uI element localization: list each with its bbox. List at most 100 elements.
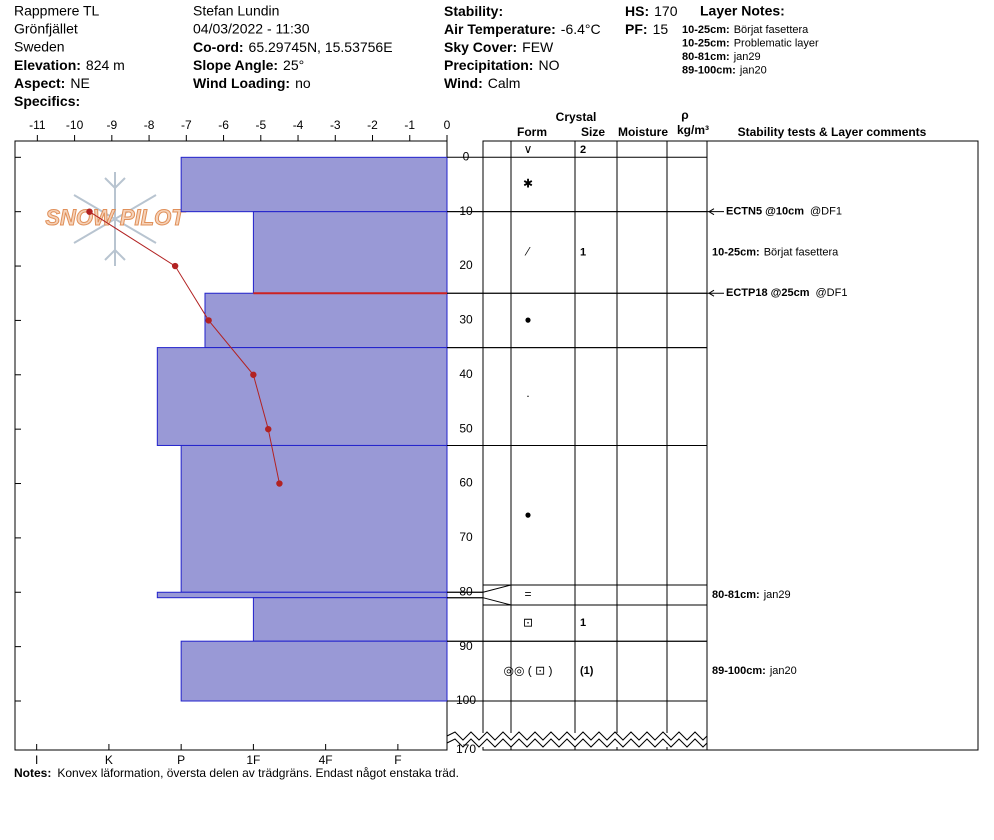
surface-form: ∨ xyxy=(524,142,533,156)
field-label: PF: xyxy=(625,21,648,37)
temp-tick-label: -11 xyxy=(29,118,46,132)
field-value: Calm xyxy=(488,75,521,91)
hardness-tick-label: 1F xyxy=(246,753,260,767)
row-connector xyxy=(482,584,512,593)
logo-line xyxy=(104,177,126,190)
field: Stability: xyxy=(444,3,503,19)
depth-tick-label: 80 xyxy=(459,584,473,598)
field-value: 25° xyxy=(283,57,304,73)
hardness-bar xyxy=(252,597,448,642)
comment-text: jan20 xyxy=(769,665,797,677)
temperature-point xyxy=(86,208,93,215)
temperature-point xyxy=(250,371,257,378)
temp-tick-label: -4 xyxy=(293,118,304,132)
break-line xyxy=(446,738,708,748)
stability-test: ECTN5 @10cm @DF1 xyxy=(726,206,842,218)
crystal-size: (1) xyxy=(580,665,594,677)
temperature-point xyxy=(276,480,283,487)
comment-text: Börjat fasettera xyxy=(764,246,839,258)
depth-tick-label: 10 xyxy=(459,204,473,218)
layer-note: 10-25cm: Problematic layer xyxy=(682,37,819,49)
crystal-form: = xyxy=(524,587,531,601)
temp-tick-label: -10 xyxy=(66,118,84,132)
comment-range: 89-100cm: xyxy=(712,665,766,677)
layer-note-range: 80-81cm: xyxy=(682,51,730,63)
temp-tick-label: -7 xyxy=(181,118,192,132)
logo-line xyxy=(73,194,157,244)
temp-tick-label: -6 xyxy=(218,118,229,132)
field-value: FEW xyxy=(522,39,554,55)
crystal-form: ✱ xyxy=(523,177,533,191)
field: Air Temperature: -6.4°C xyxy=(444,21,601,37)
field-label: Wind Loading: xyxy=(193,75,290,91)
layer-note-text: Problematic layer xyxy=(734,37,819,49)
crystal-size: 1 xyxy=(580,617,586,629)
field: HS: 170 xyxy=(625,3,678,19)
field-value: NE xyxy=(70,75,89,91)
temp-tick-label: -5 xyxy=(255,118,266,132)
layer-note-text: Börjat fasettera xyxy=(734,24,809,36)
layer-note: 80-81cm: jan29 xyxy=(682,51,761,63)
column-header: Stability tests & Layer comments xyxy=(738,125,927,139)
site-line: Rappmere TL xyxy=(14,3,100,19)
field-label: Specifics: xyxy=(14,93,80,109)
notes-label: Notes: xyxy=(14,766,51,780)
field: Sky Cover: FEW xyxy=(444,39,554,55)
hardness-bar xyxy=(252,211,448,294)
field-label: Wind: xyxy=(444,75,483,91)
test-result: ECTN5 @10cm xyxy=(726,206,804,218)
hardness-bar xyxy=(204,292,448,349)
test-result: ECTP18 @25cm xyxy=(726,287,810,299)
depth-tick-label: 0 xyxy=(463,149,470,163)
temp-tick-label: -8 xyxy=(144,118,155,132)
layer-notes-title: Layer Notes: xyxy=(700,3,785,19)
break-line xyxy=(446,731,708,741)
temp-tick-label: -9 xyxy=(106,118,117,132)
depth-bottom-label: 170 xyxy=(456,742,476,756)
logo-line xyxy=(104,248,126,261)
field: Aspect: NE xyxy=(14,75,90,91)
depth-tick-label: 90 xyxy=(459,639,473,653)
hardness-tick-label: P xyxy=(177,753,185,767)
crystal-form: ● xyxy=(524,313,531,327)
notes: Notes: Konvex läformation, översta delen … xyxy=(14,766,459,780)
temperature-line xyxy=(89,211,280,484)
site-line: Grönfjället xyxy=(14,21,78,37)
depth-tick-label: 30 xyxy=(459,313,473,327)
hardness-tick-label: I xyxy=(35,753,38,767)
field: Co-ord: 65.29745N, 15.53756E xyxy=(193,39,393,55)
column-header: Form xyxy=(517,125,547,139)
depth-tick-label: 50 xyxy=(459,421,473,435)
notes-text: Konvex läformation, översta delen av trä… xyxy=(57,766,459,780)
layer-note-range: 10-25cm: xyxy=(682,37,730,49)
crystal-size: 1 xyxy=(580,246,586,258)
layer-comment: 80-81cm: jan29 xyxy=(712,589,791,601)
layer-note-text: jan20 xyxy=(739,64,767,76)
field-label: Precipitation: xyxy=(444,57,533,73)
column-header: Size xyxy=(581,125,605,139)
test-arrow xyxy=(708,289,715,297)
temp-tick-label: -2 xyxy=(367,118,378,132)
layer-note-range: 89-100cm: xyxy=(682,64,736,76)
temperature-point xyxy=(205,317,212,324)
test-shear: @DF1 xyxy=(816,287,848,299)
observer: Stefan Lundin xyxy=(193,3,279,19)
field-label: Elevation: xyxy=(14,57,81,73)
site-line: Sweden xyxy=(14,39,65,55)
column-header: Crystal xyxy=(556,110,597,124)
column-header: ρ xyxy=(681,108,688,122)
depth-tick-label: 70 xyxy=(459,530,473,544)
crystal-form: · xyxy=(526,389,530,403)
field-value: no xyxy=(295,75,311,91)
temp-tick-label: 0 xyxy=(444,118,451,132)
field: Precipitation: NO xyxy=(444,57,560,73)
comment-range: 80-81cm: xyxy=(712,589,760,601)
depth-tick-label: 40 xyxy=(459,367,473,381)
test-arrow xyxy=(708,208,715,216)
temp-tick-label: -1 xyxy=(404,118,415,132)
surface-size: 2 xyxy=(580,144,586,156)
hardness-tick-label: 4F xyxy=(319,753,333,767)
row-connector xyxy=(482,597,512,606)
field-label: Co-ord: xyxy=(193,39,244,55)
